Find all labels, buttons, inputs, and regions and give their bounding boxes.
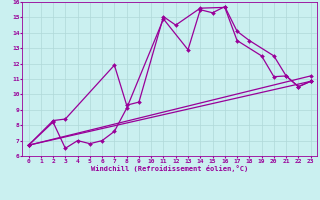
X-axis label: Windchill (Refroidissement éolien,°C): Windchill (Refroidissement éolien,°C) <box>91 165 248 172</box>
